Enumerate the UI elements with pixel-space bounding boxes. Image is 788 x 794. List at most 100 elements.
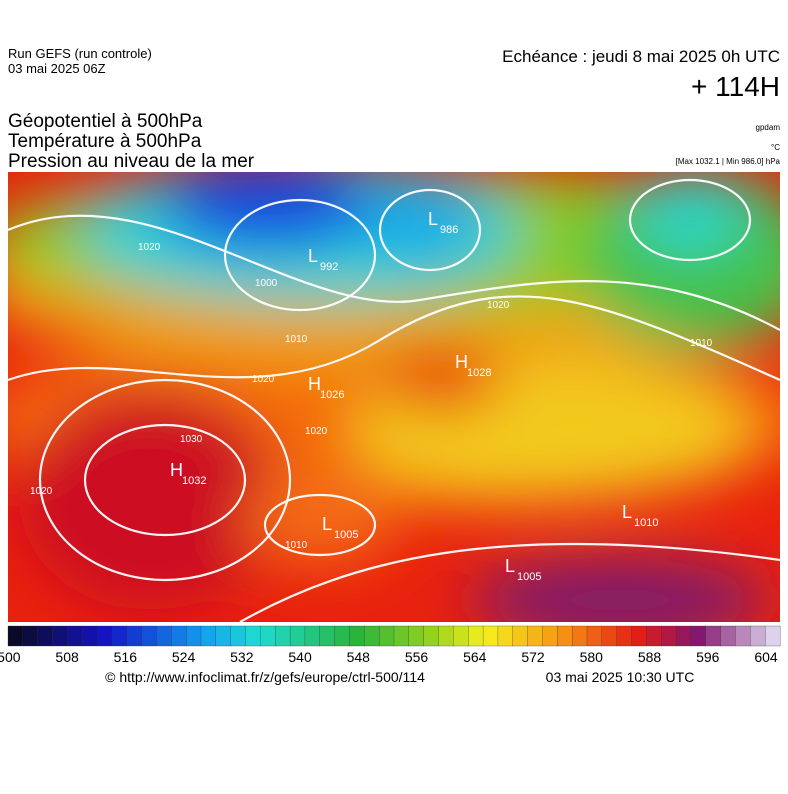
colorbar-swatch bbox=[230, 625, 246, 647]
pressure-center-type: L bbox=[505, 556, 515, 576]
pressure-center-value: 992 bbox=[320, 261, 338, 273]
map bbox=[8, 172, 780, 622]
colorbar-swatch bbox=[364, 625, 380, 647]
colorbar-swatch bbox=[141, 625, 157, 647]
colorbar-swatch bbox=[22, 625, 39, 647]
colorbar-label: 508 bbox=[55, 649, 79, 665]
unit-label: gpdam bbox=[756, 123, 781, 132]
colorbar-swatch bbox=[765, 625, 781, 647]
pressure-center-type: L bbox=[308, 246, 318, 266]
colorbar-label: 524 bbox=[172, 649, 196, 665]
colorbar-label: 588 bbox=[638, 649, 662, 665]
valid-time: Echéance : jeudi 8 mai 2025 0h UTC bbox=[502, 47, 780, 66]
colorbar-swatch bbox=[67, 625, 83, 647]
field-name: Température à 500hPa bbox=[8, 131, 202, 152]
colorbar-swatch bbox=[512, 625, 529, 647]
colorbar-swatch bbox=[186, 625, 202, 647]
colorbar-swatch bbox=[557, 625, 573, 647]
colorbar-swatch bbox=[319, 625, 336, 647]
colorbar-swatch bbox=[52, 625, 68, 647]
colorbar-swatch bbox=[200, 625, 217, 647]
colorbar-swatch bbox=[245, 625, 261, 647]
isobar-label: 1010 bbox=[285, 334, 308, 345]
isobar-label: 1010 bbox=[690, 338, 713, 349]
pressure-center-value: 1028 bbox=[467, 367, 491, 379]
isobar-label: 1020 bbox=[252, 374, 275, 385]
issued-time: 03 mai 2025 10:30 UTC bbox=[546, 669, 695, 685]
colorbar-label: 548 bbox=[347, 649, 371, 665]
pressure-center-value: 986 bbox=[440, 224, 458, 236]
colorbar-swatch bbox=[7, 625, 24, 647]
colorbar-swatch bbox=[171, 625, 187, 647]
colorbar-swatch bbox=[705, 625, 722, 647]
pressure-center-type: H bbox=[455, 352, 468, 372]
pressure-center-type: H bbox=[170, 460, 183, 480]
colorbar-label: 580 bbox=[580, 649, 604, 665]
colorbar-label: 516 bbox=[114, 649, 138, 665]
colorbar-swatch bbox=[215, 625, 232, 647]
colorbar-swatch bbox=[542, 625, 558, 647]
isobar-label: 1000 bbox=[255, 278, 278, 289]
run-label: Run GEFS (run controle) bbox=[8, 46, 152, 61]
colorbar-label: 564 bbox=[463, 649, 487, 665]
colorbar-swatch bbox=[661, 625, 677, 647]
colorbar-swatch bbox=[675, 625, 692, 647]
colorbar-swatch bbox=[572, 625, 588, 647]
colorbar: 500 508 516 524 532 540 548 556 564 572 580 588 596 6… bbox=[0, 625, 781, 665]
pressure-center-value: 1032 bbox=[182, 475, 206, 487]
field-name: Géopotentiel à 500hPa bbox=[8, 111, 203, 132]
pressure-center-type: L bbox=[622, 502, 632, 522]
map-labels: L986L992L1005L1005H1032H1026H1028L101010… bbox=[30, 209, 713, 583]
pressure-center-value: 1010 bbox=[634, 517, 658, 529]
colorbar-label: 572 bbox=[521, 649, 545, 665]
colorbar-swatch bbox=[334, 625, 350, 647]
pressure-center-value: 1005 bbox=[517, 571, 541, 583]
colorbar-swatch bbox=[735, 625, 751, 647]
colorbar-swatch bbox=[275, 625, 291, 647]
colorbar-swatch bbox=[750, 625, 766, 647]
colorbar-label: 596 bbox=[696, 649, 720, 665]
colorbar-swatch bbox=[304, 625, 321, 647]
colorbar-swatch bbox=[82, 625, 98, 647]
pressure-center-value: 1026 bbox=[320, 389, 344, 401]
pressure-center-type: H bbox=[308, 374, 321, 394]
isobar-label: 1020 bbox=[487, 300, 510, 311]
pressure-center-type: L bbox=[322, 514, 332, 534]
colorbar-swatch bbox=[37, 625, 53, 647]
colorbar-swatch bbox=[453, 625, 469, 647]
colorbar-swatch bbox=[349, 625, 365, 647]
colorbar-swatch bbox=[527, 625, 543, 647]
unit-label: °C bbox=[771, 143, 780, 152]
colorbar-label: 556 bbox=[405, 649, 429, 665]
colorbar-label: 500 bbox=[0, 649, 21, 665]
colorbar-swatch bbox=[423, 625, 439, 647]
colorbar-swatch bbox=[690, 625, 707, 647]
isobar-label: 1020 bbox=[138, 242, 161, 253]
colorbar-swatch bbox=[96, 625, 113, 647]
colorbar-swatch bbox=[260, 625, 276, 647]
isobar-label: 1030 bbox=[180, 434, 203, 445]
source-url: © http://www.infoclimat.fr/z/gefs/europe… bbox=[105, 669, 425, 685]
colorbar-swatch bbox=[156, 625, 172, 647]
colorbar-label: 604 bbox=[754, 649, 778, 665]
colorbar-swatch bbox=[289, 625, 306, 647]
colorbar-swatch bbox=[393, 625, 410, 647]
colorbar-swatch bbox=[720, 625, 736, 647]
colorbar-swatch bbox=[438, 625, 454, 647]
run-date: 03 mai 2025 06Z bbox=[8, 61, 106, 76]
colorbar-swatch bbox=[616, 625, 632, 647]
isobar-label: 1020 bbox=[305, 426, 328, 437]
colorbar-swatch bbox=[482, 625, 499, 647]
colorbar-swatch bbox=[379, 625, 395, 647]
lead-time: + 114H bbox=[691, 71, 780, 102]
colorbar-swatch bbox=[408, 625, 425, 647]
colorbar-label: 532 bbox=[230, 649, 254, 665]
colorbar-label: 540 bbox=[288, 649, 312, 665]
pressure-center-value: 1005 bbox=[334, 529, 358, 541]
colorbar-swatch bbox=[111, 625, 128, 647]
isobar-label: 1020 bbox=[30, 486, 53, 497]
colorbar-swatch bbox=[126, 625, 143, 647]
colorbar-swatch bbox=[601, 625, 618, 647]
pressure-center-type: L bbox=[428, 209, 438, 229]
